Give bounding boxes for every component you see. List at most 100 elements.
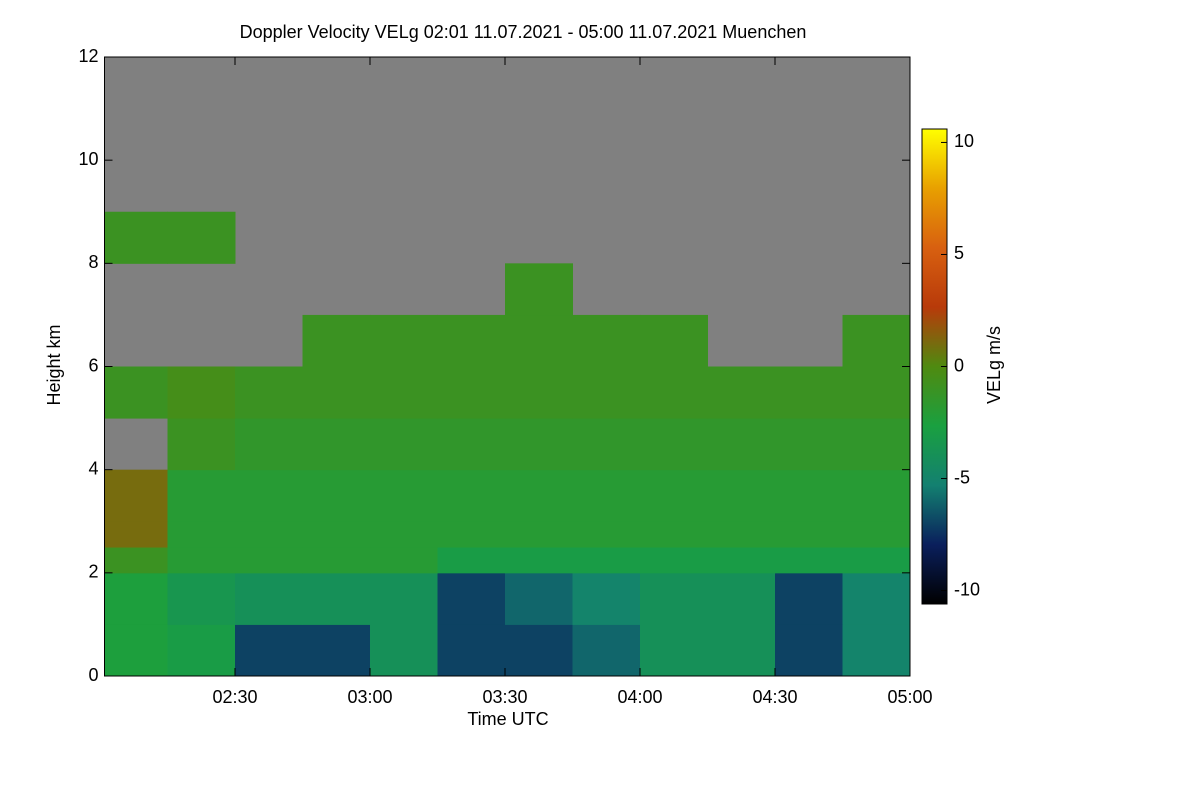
heatmap-cell: [370, 469, 438, 522]
heatmap-cell: [302, 521, 371, 548]
colorbar-label: VELg m/s: [984, 326, 1004, 404]
x-tick-label: 04:00: [617, 687, 662, 707]
heatmap-cell: [640, 469, 708, 522]
heatmap-cell: [437, 521, 506, 548]
heatmap-cell: [572, 418, 641, 471]
heatmap-cell: [235, 521, 303, 548]
heatmap-cell: [437, 572, 506, 625]
heatmap-cell: [235, 624, 303, 677]
x-tick-label: 02:30: [212, 687, 257, 707]
heatmap-cell: [167, 366, 236, 419]
heatmap-cell: [572, 521, 641, 548]
heatmap-cell: [167, 624, 236, 677]
heatmap-cell: [167, 521, 236, 548]
heatmap-cell: [302, 314, 371, 367]
heatmap-cell: [370, 521, 438, 548]
heatmap-cell: [104, 624, 168, 677]
heatmap-cell: [707, 624, 776, 677]
y-tick-label: 4: [88, 458, 98, 478]
heatmap-cell: [370, 418, 438, 471]
heatmap-cell: [437, 624, 506, 677]
heatmap-cell: [437, 418, 506, 471]
heatmap-cell: [640, 314, 708, 367]
heatmap-cell: [842, 314, 911, 367]
heatmap-cell: [437, 469, 506, 522]
heatmap-cell: [572, 314, 641, 367]
heatmap-cell: [842, 572, 911, 625]
heatmap-cell: [370, 366, 438, 419]
heatmap-cell: [235, 469, 303, 522]
heatmap-cell: [505, 469, 573, 522]
heatmap-cell: [302, 624, 371, 677]
heatmap-cell: [775, 572, 843, 625]
heatmap-cell: [302, 547, 371, 574]
heatmap-cell: [167, 547, 236, 574]
heatmap-cell: [235, 418, 303, 471]
heatmap-cell: [842, 624, 911, 677]
colorbar-tick-label: 5: [954, 243, 964, 263]
heatmap-cell: [842, 418, 911, 471]
heatmap-cell: [302, 418, 371, 471]
heatmap-cell: [707, 572, 776, 625]
heatmap-cell: [104, 366, 168, 419]
heatmap-cell: [505, 547, 573, 574]
heatmap-cell: [572, 547, 641, 574]
heatmap-cell: [437, 547, 506, 574]
heatmap-cell: [370, 624, 438, 677]
heatmap-cell: [104, 572, 168, 625]
heatmap-cell: [302, 469, 371, 522]
y-tick-label: 10: [78, 149, 98, 169]
heatmap-cell: [640, 572, 708, 625]
heatmap-cell: [167, 211, 236, 264]
colorbar-tick-label: -10: [954, 579, 980, 599]
heatmap-cell: [302, 366, 371, 419]
heatmap-cell: [235, 572, 303, 625]
heatmap-cell: [370, 547, 438, 574]
heatmap-cell: [842, 521, 911, 548]
x-tick-label: 05:00: [887, 687, 932, 707]
heatmap-cell: [370, 572, 438, 625]
heatmap-cell: [775, 547, 843, 574]
heatmap-cell: [104, 521, 168, 548]
heatmap-cell: [370, 314, 438, 367]
heatmap-cell: [842, 366, 911, 419]
heatmap-cell: [842, 547, 911, 574]
heatmap-cell: [235, 547, 303, 574]
heatmap-cell: [707, 418, 776, 471]
heatmap-cell: [640, 547, 708, 574]
colorbar-tick-label: -5: [954, 467, 970, 487]
x-tick-label: 03:30: [482, 687, 527, 707]
heatmap-cell: [640, 418, 708, 471]
heatmap-cell: [775, 418, 843, 471]
heatmap-cell: [505, 314, 573, 367]
y-tick-label: 0: [88, 665, 98, 685]
x-axis-label: Time UTC: [467, 709, 548, 729]
heatmap-cell: [775, 624, 843, 677]
heatmap-cell: [104, 211, 168, 264]
heatmap-cell: [167, 469, 236, 522]
heatmap-cell: [640, 366, 708, 419]
heatmap-cell: [104, 547, 168, 574]
heatmap-cell: [505, 366, 573, 419]
heatmap-cell: [235, 366, 303, 419]
heatmap-cell: [775, 366, 843, 419]
heatmap-cell: [437, 366, 506, 419]
heatmap-cell: [167, 418, 236, 471]
colorbar-tick-label: 10: [954, 131, 974, 151]
heatmap-cell: [707, 469, 776, 522]
heatmap-cell: [505, 572, 573, 625]
colorbar-tick-label: 0: [954, 355, 964, 375]
heatmap-cell: [707, 366, 776, 419]
heatmap-cell: [842, 469, 911, 522]
heatmap-cell: [707, 547, 776, 574]
heatmap-cell: [167, 572, 236, 625]
heatmap-cell: [437, 314, 506, 367]
heatmap-cell: [505, 263, 573, 316]
heatmap-cell: [707, 521, 776, 548]
y-tick-label: 2: [88, 562, 98, 582]
y-tick-label: 6: [88, 355, 98, 375]
heatmap-cell: [505, 624, 573, 677]
heatmap-cell: [505, 521, 573, 548]
chart-title: Doppler Velocity VELg 02:01 11.07.2021 -…: [240, 22, 807, 42]
